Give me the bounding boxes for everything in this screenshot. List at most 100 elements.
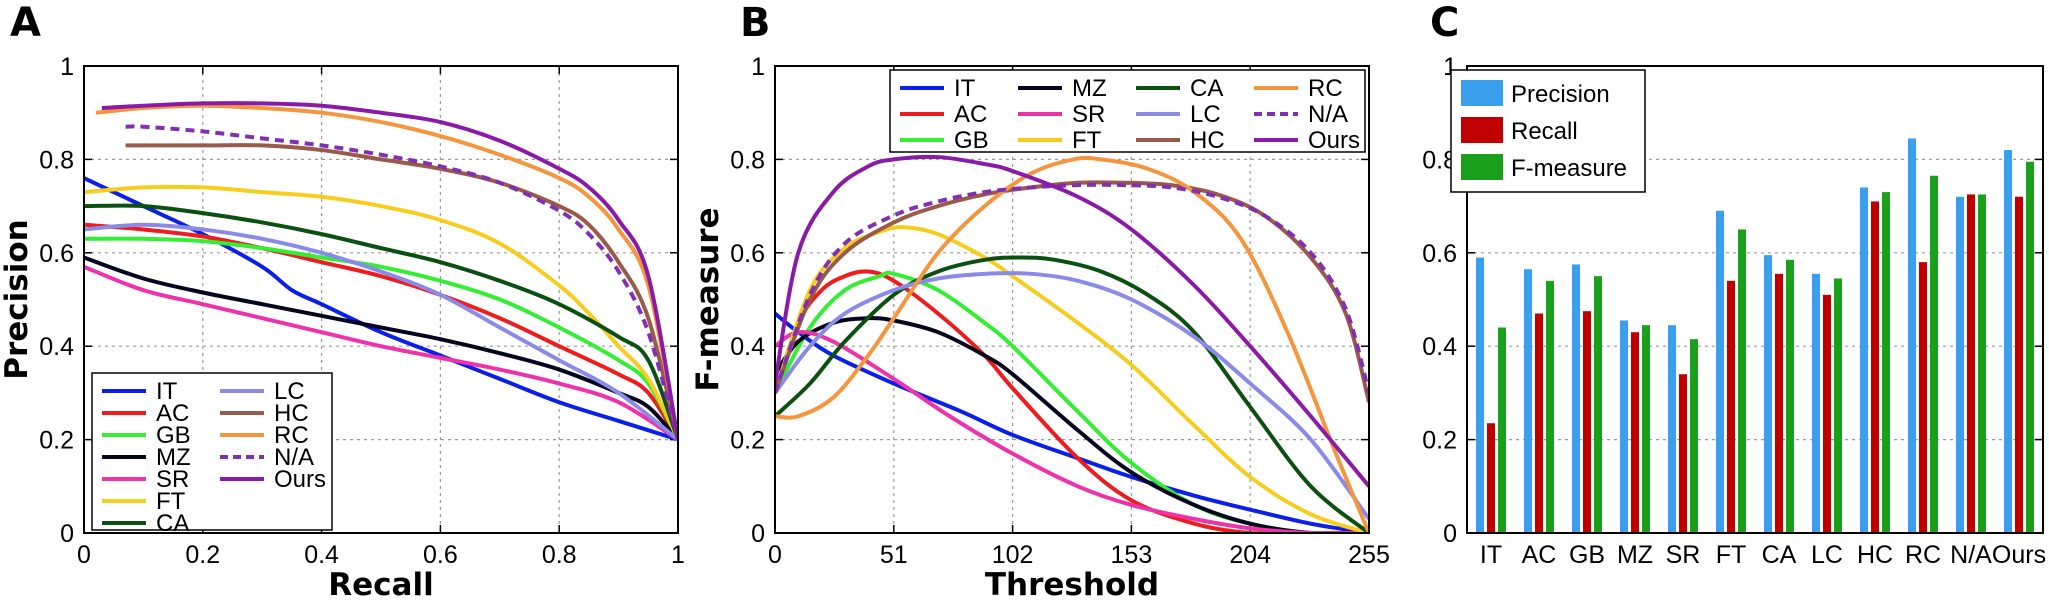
legend-label-f-measure: F-measure [1511, 155, 1627, 182]
legend-swatch-recall [1461, 117, 1503, 143]
bar-precision-it [1476, 257, 1484, 533]
bar-precision-n-a [1956, 196, 1964, 533]
legend-label-ac: AC [156, 400, 189, 427]
legend-label-it: IT [954, 75, 976, 102]
series-line-ours [101, 101, 678, 440]
legend-label-ours: Ours [274, 466, 326, 493]
bar-precision-rc [1908, 138, 1916, 533]
panel-letter-a: A [10, 0, 41, 46]
y-axis-label: Precision [0, 219, 35, 379]
x-tick-label: 0.6 [423, 541, 458, 569]
bar-f-measure-mz [1642, 325, 1650, 533]
series-line-ca [84, 203, 678, 441]
y-tick-label: 0.6 [39, 240, 74, 268]
legend-label-rc: RC [1308, 75, 1343, 102]
x-tick-label: HC [1857, 541, 1893, 569]
legend-label-rc: RC [274, 422, 309, 449]
legend-label-ca: CA [156, 510, 189, 537]
x-tick-label: 0.4 [304, 541, 339, 569]
legend-label-it: IT [156, 378, 178, 405]
legend-label-ac: AC [954, 101, 987, 128]
bar-recall-hc [1871, 201, 1879, 533]
series-line-lc [775, 271, 1369, 521]
bar-f-measure-ac [1546, 280, 1554, 533]
series-line-sr [84, 264, 678, 442]
bar-f-measure-sr [1690, 339, 1698, 533]
bar-precision-sr [1668, 325, 1676, 533]
bar-f-measure-it [1498, 327, 1506, 533]
plot-frame [83, 65, 679, 534]
series-line-n-a [775, 182, 1369, 394]
legend-label-precision: Precision [1511, 81, 1610, 108]
bar-precision-mz [1620, 320, 1628, 533]
bar-recall-it [1487, 423, 1495, 533]
bar-f-measure-rc [1930, 175, 1938, 533]
series-line-ft [775, 225, 1369, 533]
bar-precision-lc [1812, 273, 1820, 533]
legend-label-gb: GB [954, 127, 989, 154]
legend-label-gb: GB [156, 422, 191, 449]
y-tick-label: 0.4 [730, 333, 765, 361]
x-tick-label: 153 [1111, 541, 1153, 569]
x-tick-label: N/A [1950, 541, 1992, 569]
x-tick-label: SR [1666, 541, 1701, 569]
legend-label-recall: Recall [1511, 118, 1578, 145]
x-tick-label: 51 [880, 541, 908, 569]
x-tick-label: AC [1522, 541, 1557, 569]
plot-frame [774, 65, 1370, 534]
x-tick-label: 255 [1348, 541, 1390, 569]
bar-recall-ft [1727, 280, 1735, 533]
bar-recall-rc [1919, 262, 1927, 533]
bar-precision-ac [1524, 269, 1532, 533]
y-tick-label: 0 [60, 520, 74, 548]
x-tick-label: Ours [1992, 541, 2046, 569]
bar-recall-ours [2015, 196, 2023, 533]
x-axis-label: Threshold [985, 567, 1159, 603]
bar-f-measure-ft [1738, 229, 1746, 533]
x-tick-label: CA [1762, 541, 1797, 569]
legend-label-lc: LC [1190, 101, 1221, 128]
legend-label-n-a: N/A [274, 444, 314, 471]
bar-precision-ours [2004, 150, 2012, 533]
series-line-n-a [125, 124, 678, 441]
bar-recall-sr [1679, 374, 1687, 533]
series-line-hc [775, 180, 1369, 403]
series-lines [84, 101, 678, 442]
x-tick-label: 0.8 [542, 541, 577, 569]
legend-label-mz: MZ [156, 444, 191, 471]
x-tick-label: FT [1716, 541, 1747, 569]
bar-precision-hc [1860, 187, 1868, 534]
legend-label-ft: FT [156, 488, 186, 515]
y-tick-label: 0 [1443, 520, 1457, 548]
legend-label-ft: FT [1072, 127, 1102, 154]
series-line-ca [775, 255, 1369, 533]
bar-recall-lc [1823, 294, 1831, 533]
bar-f-measure-hc [1882, 192, 1890, 533]
bar-f-measure-ours [2026, 161, 2034, 534]
y-tick-label: 0.6 [730, 240, 765, 268]
bar-recall-gb [1583, 311, 1591, 533]
legend-label-ca: CA [1190, 75, 1223, 102]
x-axis-label: Recall [328, 567, 433, 603]
panel-b-fmeasure-threshold-chart: 0 0.2 0.4 0.6 0.8 1 0 51 102 153 204 255 Threshold F-… [690, 53, 1390, 603]
bars [1476, 138, 2034, 534]
legend-label-hc: HC [274, 400, 309, 427]
y-tick-label: 0.8 [39, 146, 74, 174]
bar-precision-ft [1716, 210, 1724, 533]
x-tick-label: LC [1811, 541, 1843, 569]
bar-recall-ac [1535, 313, 1543, 533]
series-line-ft [84, 184, 678, 441]
legend-label-n-a: N/A [1308, 101, 1348, 128]
series-line-rc [775, 155, 1369, 533]
y-tick-label: 1 [751, 53, 765, 81]
series-line-ours [775, 154, 1369, 488]
y-tick-label: 0.2 [730, 427, 765, 455]
panel-letter-b: B [740, 0, 771, 46]
y-tick-label: 0.2 [39, 427, 74, 455]
y-tick-label: 0.4 [39, 333, 74, 361]
series-line-mz [775, 316, 1369, 533]
legend-label-lc: LC [274, 378, 305, 405]
